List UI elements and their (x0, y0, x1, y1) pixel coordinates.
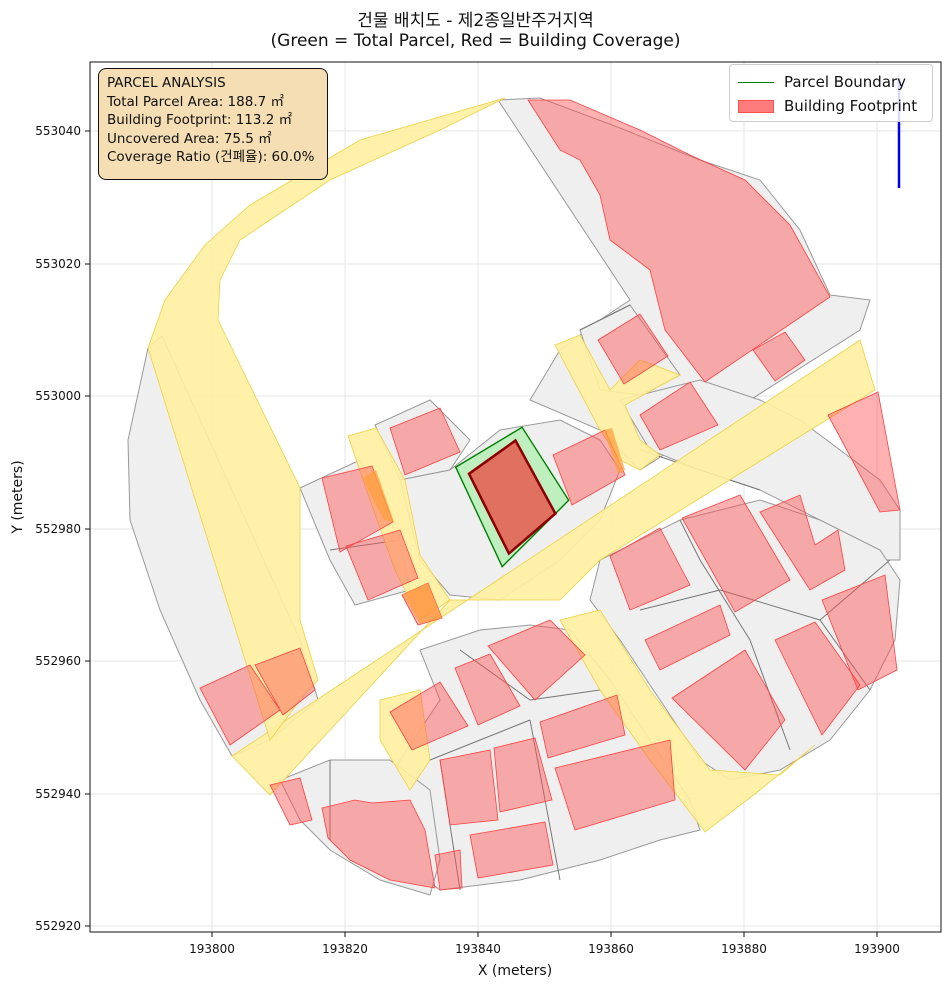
info-parcel-area: Total Parcel Area: 188.7 ㎡ (107, 93, 284, 110)
x-tick-label: 193840 (455, 942, 501, 956)
building (827, 391, 901, 513)
parcel-analysis-box: PARCEL ANALYSIS Total Parcel Area: 188.7… (98, 68, 328, 180)
building-footprints (199, 99, 901, 891)
overlap (402, 583, 442, 624)
building (821, 574, 898, 691)
building (597, 313, 669, 385)
axes-frame (89, 61, 942, 933)
building (434, 849, 463, 891)
x-tick-label: 193860 (588, 942, 634, 956)
y-tick-label: 553020 (35, 257, 81, 271)
building (345, 529, 419, 601)
overlap-areas (362, 428, 625, 624)
info-uncovered: Uncovered Area: 75.5 ㎡ (107, 130, 272, 147)
building (493, 737, 553, 813)
y-tick-label: 552940 (35, 787, 81, 801)
target-building (467, 438, 557, 556)
building (639, 381, 719, 451)
chart-title: 건물 배치도 - 제2종일반주거지역 (357, 11, 594, 31)
building (759, 494, 846, 591)
legend-line-swatch (738, 81, 774, 83)
target-parcel-group (454, 426, 570, 568)
road-northwest (147, 97, 506, 741)
overlap (362, 470, 394, 522)
y-tick-label: 553040 (35, 124, 81, 138)
building (774, 621, 861, 736)
building (671, 649, 786, 771)
legend-parcel-label: Parcel Boundary (784, 73, 907, 91)
building (752, 331, 806, 382)
chart-subtitle: (Green = Total Parcel, Red = Building Co… (270, 31, 681, 51)
info-coverage: Coverage Ratio (건폐율): 60.0% (107, 149, 315, 165)
parcel-southeast (589, 499, 901, 781)
x-tick-label: 193900 (854, 942, 900, 956)
building (254, 647, 316, 716)
building (681, 494, 791, 613)
y-tick-label: 552920 (35, 919, 81, 933)
building (539, 694, 626, 759)
y-ticks (85, 130, 90, 927)
building (454, 653, 521, 726)
building (552, 429, 626, 506)
building (439, 749, 499, 826)
building (469, 821, 554, 879)
y-tick-label: 552980 (35, 522, 81, 536)
x-ticks (211, 932, 878, 937)
info-footprint: Building Footprint: 113.2 ㎡ (107, 112, 293, 128)
building (269, 777, 313, 826)
parcel-southwest (279, 759, 441, 896)
legend-patch-swatch (738, 99, 774, 113)
overlap (604, 428, 625, 474)
building (389, 681, 469, 751)
y-axis-label: Y (meters) (10, 460, 26, 534)
y-tick-labels: 553040 553020 553000 552980 552960 55294… (35, 124, 81, 933)
building (609, 527, 691, 611)
building (487, 619, 586, 701)
info-heading: PARCEL ANALYSIS (107, 75, 226, 91)
x-tick-labels: 193800 193820 193840 193860 193880 19390… (189, 942, 900, 956)
building (554, 739, 676, 831)
x-tick-label: 193880 (721, 942, 767, 956)
road-southwest-branch (379, 689, 431, 791)
legend: Parcel Boundary Building Footprint (729, 64, 933, 122)
road-diagonal-main (231, 339, 876, 796)
building (321, 799, 436, 889)
building-north-large (527, 99, 831, 383)
building (389, 407, 461, 476)
legend-building-label: Building Footprint (784, 97, 918, 115)
road-south (559, 609, 816, 833)
y-tick-label: 552960 (35, 654, 81, 668)
building (644, 604, 731, 671)
x-tick-label: 193820 (322, 942, 368, 956)
y-tick-label: 553000 (35, 389, 81, 403)
x-axis-label: X (meters) (478, 963, 552, 979)
x-tick-label: 193800 (189, 942, 235, 956)
